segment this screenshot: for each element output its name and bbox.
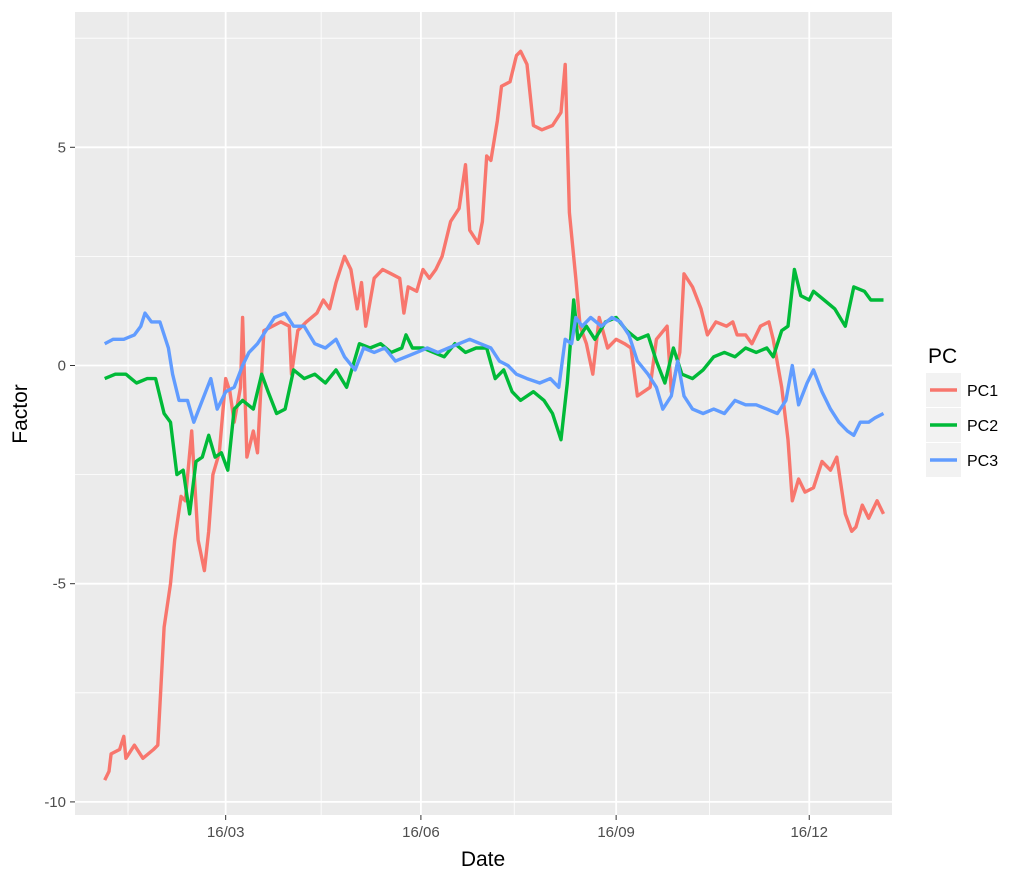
x-tick-label: 16/06: [402, 824, 440, 841]
plot-panel: [75, 12, 892, 815]
y-tick-label: -10: [44, 794, 66, 811]
y-tick-label: -5: [53, 576, 66, 593]
legend-label-pc2: PC2: [967, 418, 998, 435]
y-axis-ticks: -10 -5 0 5: [44, 139, 75, 811]
legend-label-pc3: PC3: [967, 453, 998, 470]
major-gridlines: [75, 12, 892, 815]
series-lines: [103, 49, 886, 781]
x-tick-label: 16/09: [597, 824, 635, 841]
series-line-pc3: [103, 311, 885, 437]
legend-title: PC: [928, 345, 957, 368]
y-tick-label: 5: [58, 139, 66, 156]
legend: PC PC1 PC2 PC3: [926, 345, 998, 477]
y-tick-label: 0: [58, 357, 66, 374]
y-axis-title: Factor: [9, 384, 32, 444]
legend-items: PC1 PC2 PC3: [926, 373, 998, 477]
legend-label-pc1: PC1: [967, 383, 998, 400]
x-axis-ticks: 16/03 16/06 16/09 16/12: [207, 815, 828, 841]
x-axis-title: Date: [461, 848, 505, 871]
x-tick-label: 16/12: [790, 824, 828, 841]
minor-gridlines: [75, 12, 892, 815]
x-tick-label: 16/03: [207, 824, 245, 841]
series-line-pc2: [104, 267, 884, 516]
